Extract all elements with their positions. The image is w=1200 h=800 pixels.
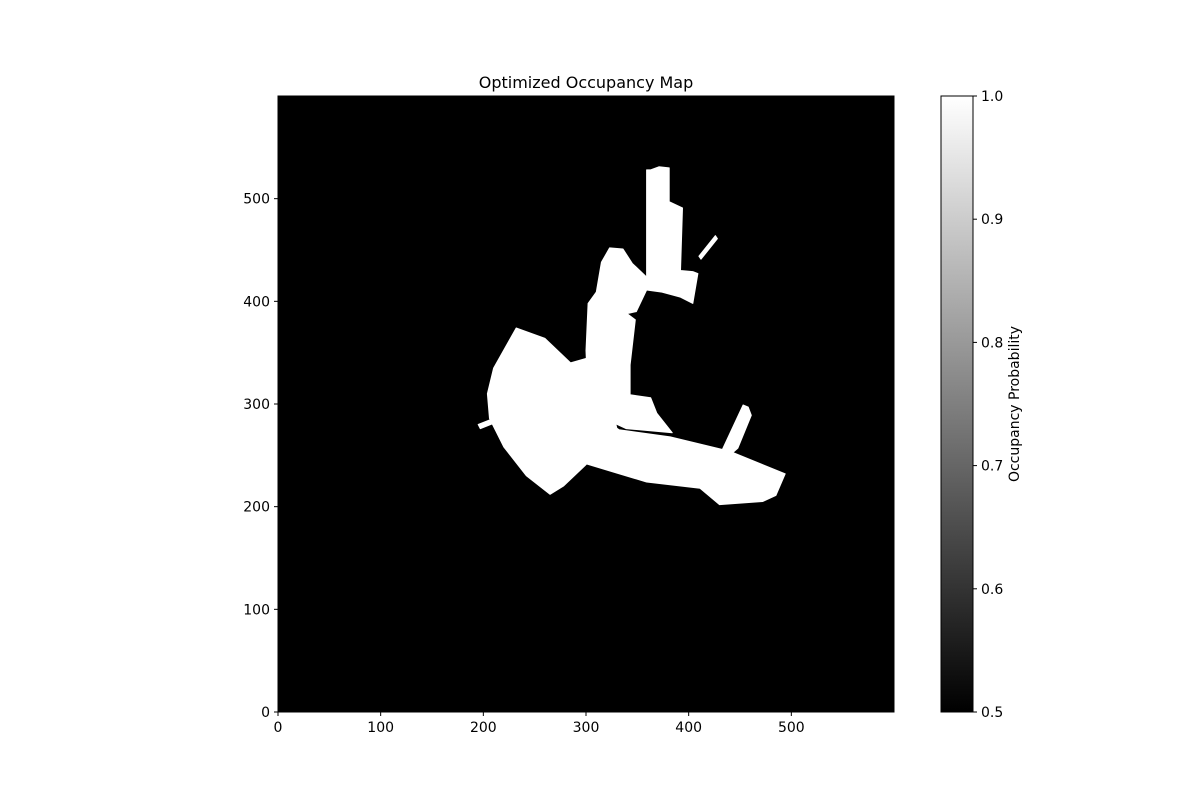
x-tick-label: 400 <box>675 720 702 736</box>
colorbar-gradient <box>940 95 974 713</box>
x-tick-label: 300 <box>573 720 600 736</box>
free-region-west-ray <box>477 409 517 430</box>
plot-area <box>277 95 895 713</box>
colorbar: 0.5 0.6 0.7 0.8 0.9 1.0 Occupancy Probability <box>940 89 1023 721</box>
free-region-north-corridor <box>646 166 699 304</box>
colorbar-tick-label: 0.5 <box>981 705 1003 721</box>
y-tick-label: 300 <box>243 397 270 413</box>
free-region-east-spur <box>722 404 752 456</box>
y-tick-label: 500 <box>243 192 270 208</box>
x-axis: 0 100 200 300 400 500 <box>274 712 805 736</box>
chart-title: Optimized Occupancy Map <box>479 73 694 92</box>
colorbar-tick-label: 0.7 <box>981 459 1003 475</box>
y-tick-label: 400 <box>243 294 270 310</box>
x-tick-label: 0 <box>274 720 283 736</box>
colorbar-ticks: 0.5 0.6 0.7 0.8 0.9 1.0 <box>973 89 1003 721</box>
colorbar-tick-label: 0.9 <box>981 212 1003 228</box>
x-tick-label: 100 <box>367 720 394 736</box>
y-tick-label: 100 <box>243 602 270 618</box>
x-tick-label: 500 <box>778 720 805 736</box>
y-tick-label: 0 <box>261 705 270 721</box>
free-region-north-east-ray <box>698 235 718 260</box>
free-space-regions <box>477 166 786 506</box>
y-tick-label: 200 <box>243 500 270 516</box>
y-axis: 0 100 200 300 400 500 <box>243 192 278 721</box>
colorbar-tick-label: 1.0 <box>981 89 1003 105</box>
colorbar-tick-label: 0.6 <box>981 582 1003 598</box>
colorbar-tick-label: 0.8 <box>981 335 1003 351</box>
x-tick-label: 200 <box>470 720 497 736</box>
colorbar-label: Occupancy Probability <box>1007 326 1023 482</box>
free-region-southeast-corridor <box>567 405 786 506</box>
